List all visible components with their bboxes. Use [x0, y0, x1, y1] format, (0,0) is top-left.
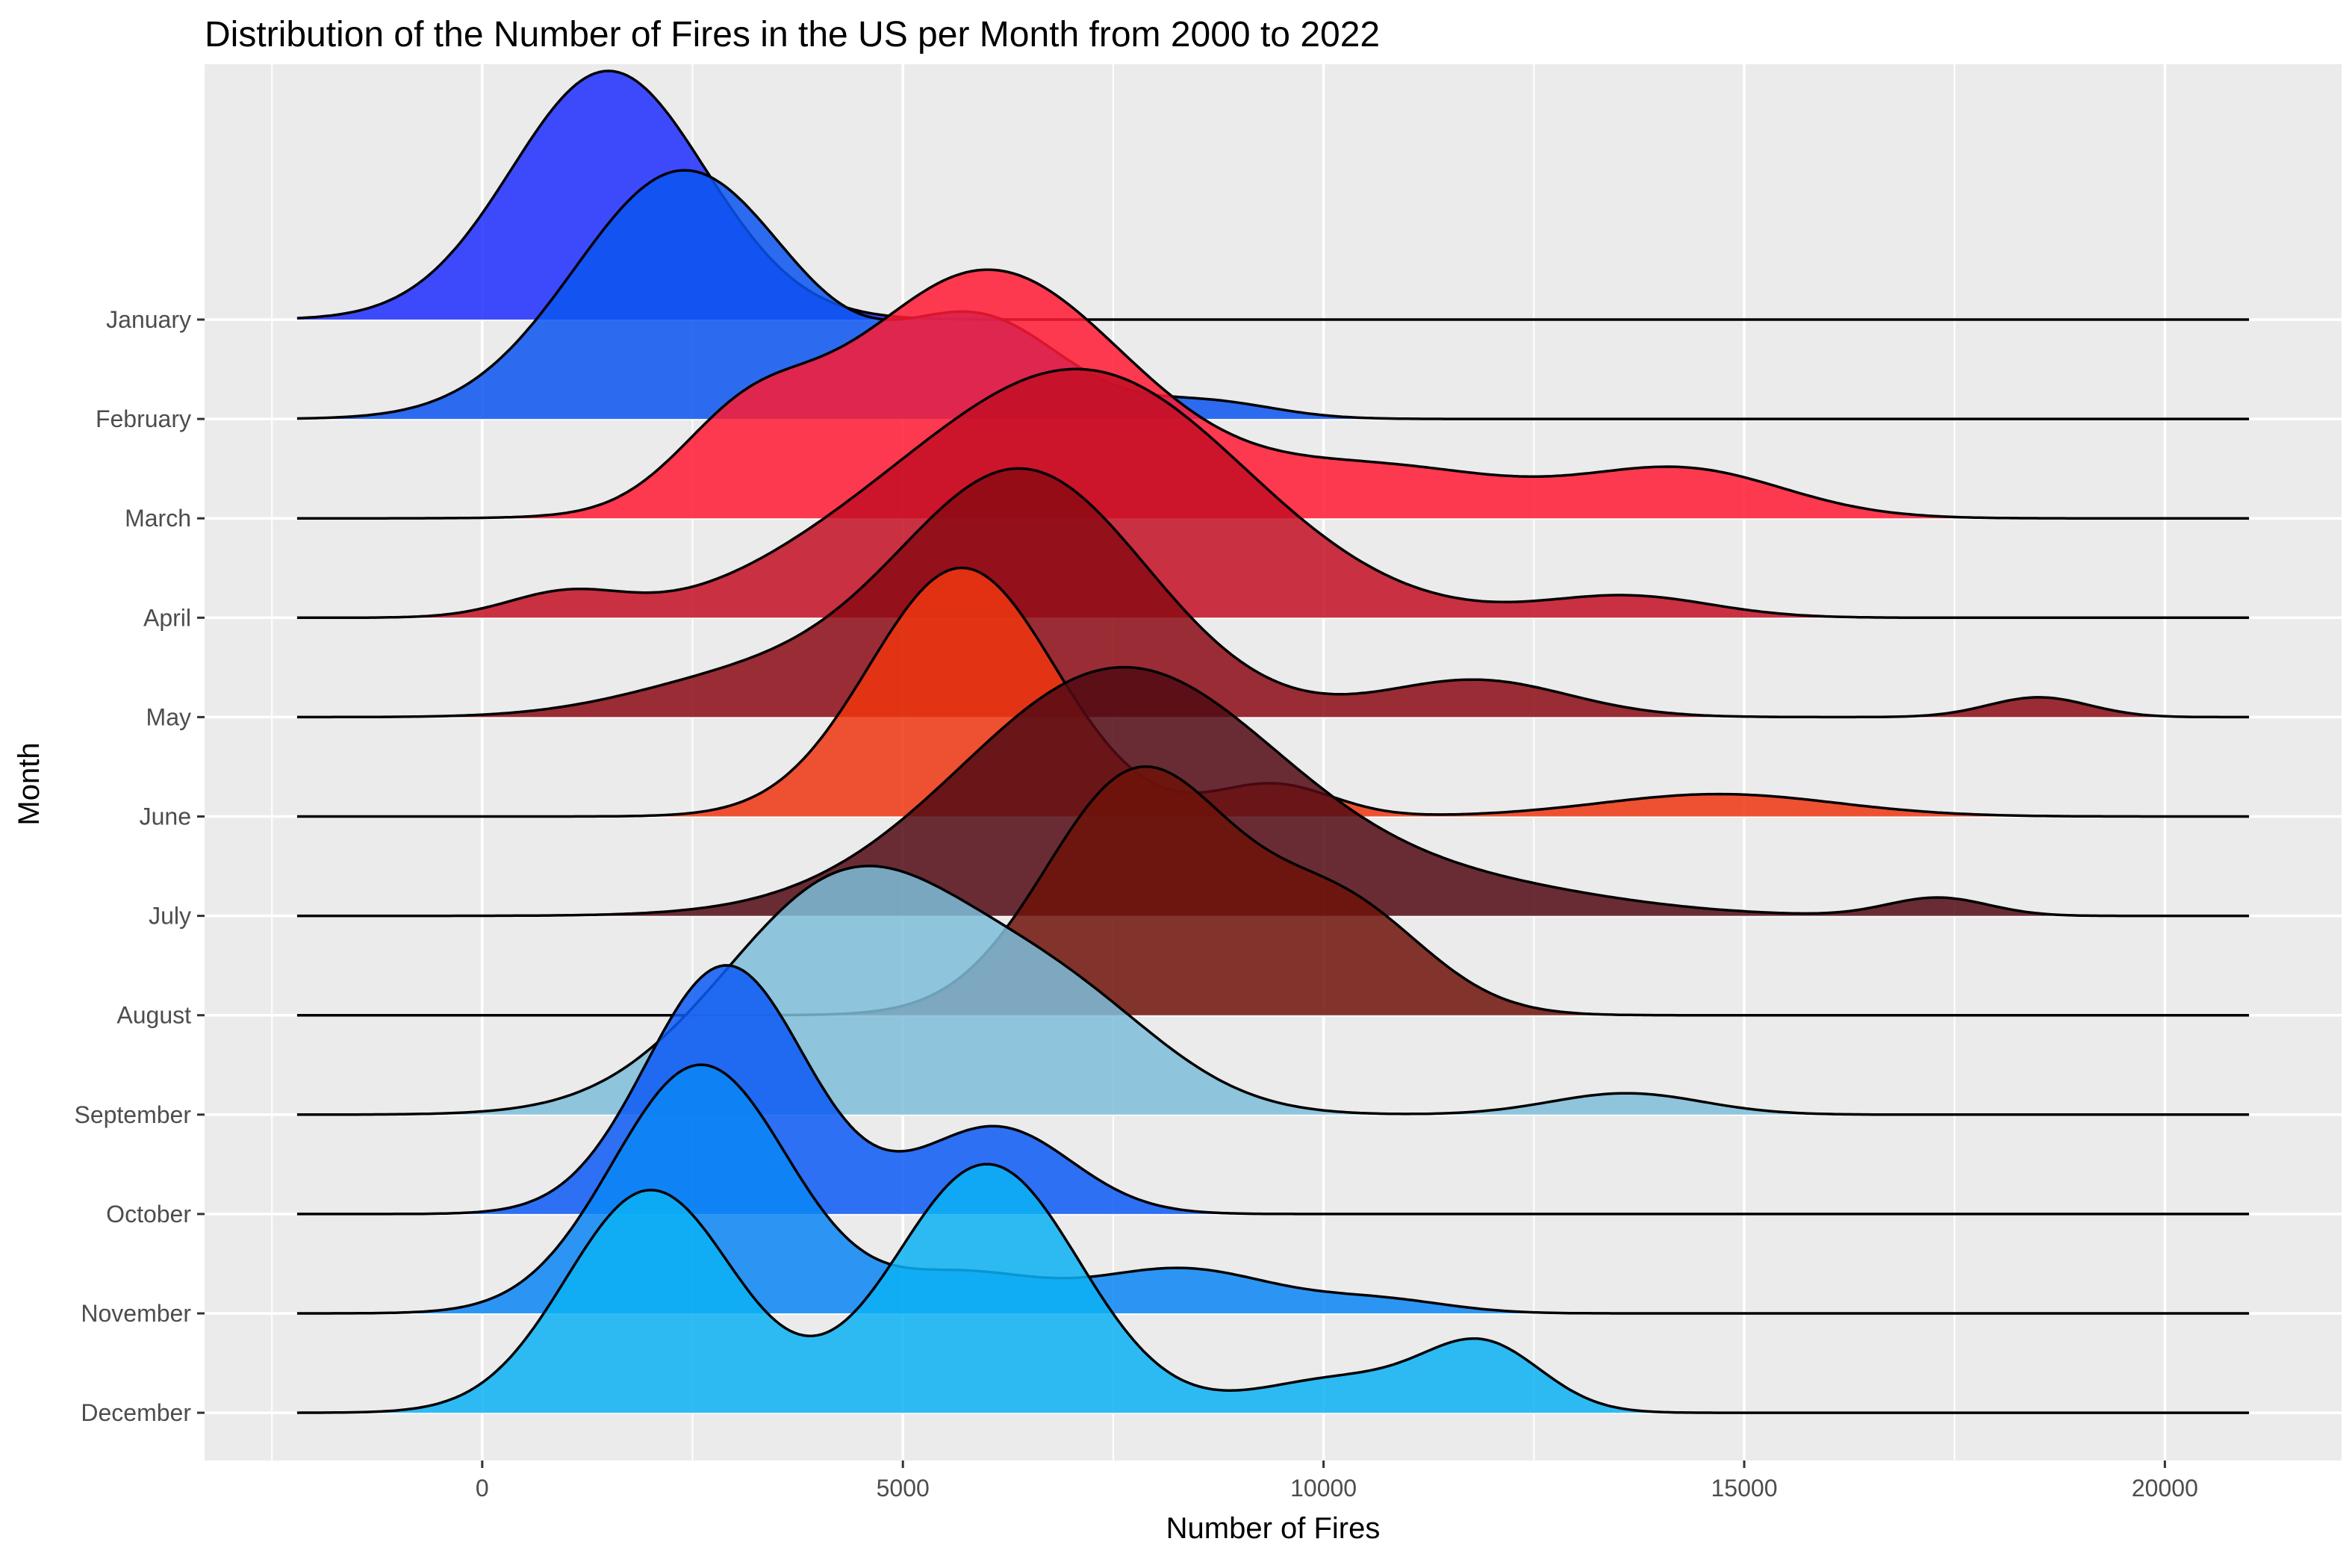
y-tick-label-march: March — [125, 505, 191, 532]
ridge-fill-may — [296, 468, 2250, 718]
ridge-line-february — [296, 169, 2250, 420]
ridge-line-july — [296, 665, 2250, 918]
ridge-line-october — [296, 964, 2250, 1216]
ridge-fill-february — [296, 170, 2250, 420]
y-axis: January February March April May June July Augu… — [74, 306, 205, 1426]
y-tick-label-november: November — [81, 1300, 191, 1327]
x-axis: 0 5000 10000 15000 20000 — [476, 1460, 2198, 1502]
y-tick-label-january: January — [106, 306, 191, 333]
chart-title: Distribution of the Number of Fires in t… — [205, 15, 1380, 55]
y-tick-label-august: August — [116, 1002, 191, 1029]
x-tick-label: 20000 — [2132, 1475, 2198, 1502]
y-tick-label-may: May — [146, 703, 191, 730]
x-axis-label: Number of Fires — [1166, 1512, 1381, 1545]
ridge-line-march — [296, 268, 2250, 520]
ridge-fill-april — [296, 369, 2250, 618]
x-tick-label: 15000 — [1711, 1475, 1778, 1502]
y-tick-label-december: December — [81, 1399, 191, 1426]
ridge-fill-july — [296, 667, 2250, 916]
y-tick-label-july: July — [149, 903, 191, 930]
x-tick-label: 5000 — [877, 1475, 930, 1502]
ridge-line-september — [296, 865, 2250, 1116]
y-tick-label-september: September — [74, 1101, 191, 1128]
ridge-fill-august — [296, 766, 2250, 1015]
ridge-line-november — [296, 1063, 2250, 1315]
y-axis-label: Month — [13, 742, 46, 825]
ridge-line-january — [296, 69, 2250, 321]
ridge-line-april — [296, 367, 2250, 620]
y-tick-label-october: October — [106, 1201, 191, 1228]
ridge-line-may — [296, 467, 2250, 719]
y-tick-label-february: February — [96, 405, 191, 432]
ridge-line-december — [296, 1163, 2250, 1414]
x-tick-label: 10000 — [1290, 1475, 1357, 1502]
ridge-fill-november — [296, 1065, 2250, 1313]
density-ridges — [296, 69, 2250, 1414]
ridge-fill-december — [296, 1164, 2250, 1413]
y-tick-label-june: June — [140, 803, 191, 830]
ridge-fill-march — [296, 270, 2250, 519]
y-tick-label-april: April — [143, 604, 191, 631]
ridge-line-august — [296, 765, 2250, 1017]
x-tick-label: 0 — [476, 1475, 489, 1502]
